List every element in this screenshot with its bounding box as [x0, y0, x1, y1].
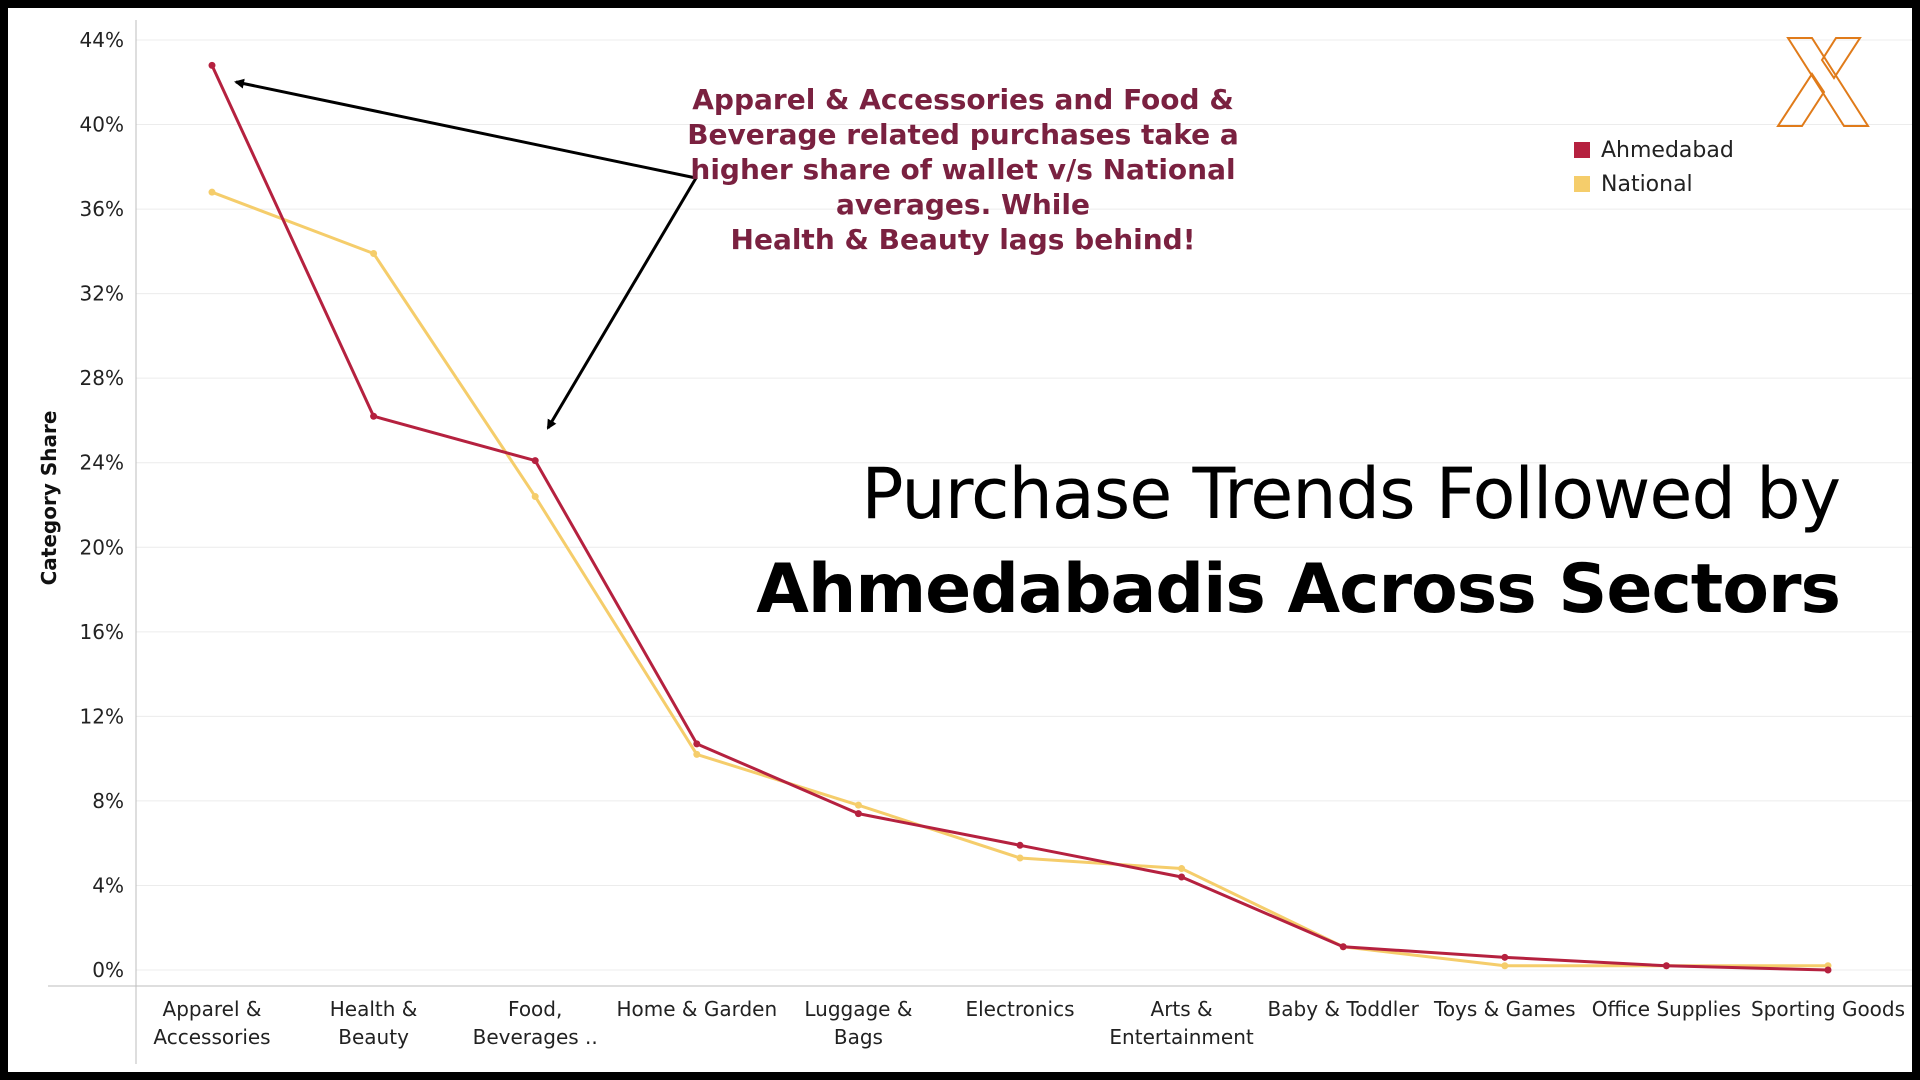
title-line-2: Ahmedabadis Across Sectors — [756, 542, 1840, 638]
data-point — [1825, 967, 1832, 974]
y-tick-label: 20% — [80, 535, 124, 559]
data-point — [209, 189, 216, 196]
data-point — [370, 413, 377, 420]
page-title: Purchase Trends Followed by Ahmedabadis … — [756, 446, 1840, 638]
legend-swatch — [1574, 176, 1590, 192]
y-tick-label: 44% — [80, 28, 124, 52]
annotation-line: Health & Beauty lags behind! — [673, 222, 1253, 257]
x-tick-label: Baby & Toddler — [1268, 997, 1420, 1021]
data-point — [855, 810, 862, 817]
y-tick-label: 4% — [92, 873, 124, 897]
arrow-to-apparel — [236, 82, 696, 178]
annotation-line: averages. While — [673, 187, 1253, 222]
legend-swatch — [1574, 142, 1590, 158]
y-axis-title: Category Share — [37, 411, 61, 586]
data-point — [209, 62, 216, 69]
data-point — [1663, 962, 1670, 969]
y-tick-label: 32% — [80, 282, 124, 306]
y-tick-label: 36% — [80, 197, 124, 221]
y-tick-label: 8% — [92, 789, 124, 813]
chart-frame: 44% 40% 36% 32% 28% 24% 20% 16% 12% 8% 4% 0% Appare… — [8, 8, 1912, 1072]
x-tick-labels: Apparel & Accessories Health & Beauty Food, B… — [153, 997, 1905, 1049]
x-tick-label: Electronics — [965, 997, 1074, 1021]
x-logo-icon — [1778, 38, 1868, 126]
data-point — [1340, 943, 1347, 950]
y-tick-labels: 44% 40% 36% 32% 28% 24% 20% 16% 12% 8% 4% 0% — [80, 28, 124, 982]
annotation-line: Beverage related purchases take a — [673, 117, 1253, 152]
data-point — [1501, 954, 1508, 961]
data-point — [1178, 865, 1185, 872]
x-tick-label: Sporting Goods — [1751, 997, 1905, 1021]
annotation-arrows — [236, 82, 696, 428]
data-point — [532, 457, 539, 464]
data-point — [1017, 854, 1024, 861]
y-tick-label: 16% — [80, 620, 124, 644]
x-tick-label: Health & Beauty — [330, 997, 418, 1049]
chart-annotation: Apparel & Accessories and Food & Beverag… — [673, 82, 1253, 257]
x-tick-label: Arts & Entertainment — [1109, 997, 1253, 1049]
x-tick-label: Luggage & Bags — [804, 997, 912, 1049]
legend-label: National — [1601, 172, 1693, 197]
legend-label: Ahmedabad — [1601, 138, 1734, 163]
x-tick-label: Toys & Games — [1433, 997, 1576, 1021]
data-point — [1017, 842, 1024, 849]
annotation-line: Apparel & Accessories and Food & — [673, 82, 1253, 117]
x-tick-label: Apparel & Accessories — [153, 997, 270, 1049]
data-point — [532, 493, 539, 500]
y-tick-label: 24% — [80, 451, 124, 475]
data-point — [693, 751, 700, 758]
x-tick-label: Food, Beverages .. — [473, 997, 598, 1049]
x-tick-label: Office Supplies — [1592, 997, 1741, 1021]
legend: Ahmedabad National — [1574, 138, 1734, 197]
y-tick-label: 12% — [80, 704, 124, 728]
annotation-line: higher share of wallet v/s National — [673, 152, 1253, 187]
data-point — [1501, 962, 1508, 969]
y-tick-label: 28% — [80, 366, 124, 390]
data-point — [693, 740, 700, 747]
data-point — [1178, 874, 1185, 881]
title-line-1: Purchase Trends Followed by — [756, 446, 1840, 542]
x-tick-label: Home & Garden — [616, 997, 777, 1021]
data-point — [855, 802, 862, 809]
y-tick-label: 40% — [80, 113, 124, 137]
data-point — [370, 250, 377, 257]
y-tick-label: 0% — [92, 958, 124, 982]
